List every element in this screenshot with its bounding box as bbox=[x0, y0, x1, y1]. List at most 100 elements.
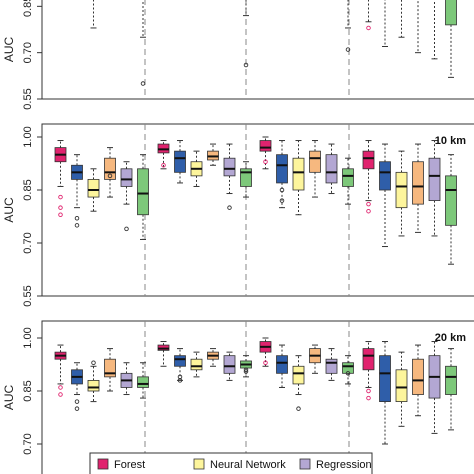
y-tick-label: 1.00 bbox=[22, 327, 34, 348]
panel-frame bbox=[41, 123, 474, 297]
box-plot bbox=[137, 154, 149, 240]
box-plot bbox=[428, 341, 441, 434]
box-plot bbox=[104, 348, 116, 392]
box-body bbox=[362, 348, 375, 371]
panel-2: 0.55 0.70 0.85 1.00 AUC 10 km bbox=[2, 123, 474, 307]
box-plot bbox=[259, 337, 272, 367]
y-axis-title: AUC bbox=[2, 385, 16, 411]
box-body bbox=[87, 178, 100, 198]
outlier-point bbox=[296, 406, 301, 411]
box-body bbox=[428, 157, 441, 201]
box-body bbox=[174, 355, 186, 367]
box-body bbox=[379, 161, 391, 191]
box-plot bbox=[120, 161, 133, 232]
box-plot bbox=[395, 351, 408, 427]
box-plot bbox=[325, 348, 338, 381]
y-tick-label: 0.70 bbox=[22, 232, 34, 253]
panel-label: 10 km bbox=[435, 135, 466, 147]
box-plot bbox=[379, 143, 391, 248]
box-plot bbox=[157, 140, 170, 170]
box-plot bbox=[276, 344, 288, 388]
box-body bbox=[223, 355, 236, 374]
box-body bbox=[342, 168, 354, 187]
outlier-point bbox=[345, 371, 351, 376]
box-body bbox=[325, 358, 338, 374]
outlier-point bbox=[74, 406, 80, 411]
box-body bbox=[259, 140, 272, 152]
panel-label: 20 km bbox=[435, 332, 466, 344]
box-plot bbox=[90, 0, 97, 29]
legend-label: Regression bbox=[316, 459, 372, 471]
box-plot bbox=[445, 0, 457, 78]
outlier-point bbox=[58, 194, 63, 200]
y-tick-label: 0.85 bbox=[22, 380, 34, 401]
y-tick-label: 1.00 bbox=[22, 126, 34, 147]
box-body bbox=[276, 355, 288, 374]
box-body bbox=[120, 168, 133, 187]
outlier-point bbox=[140, 81, 146, 86]
box-body bbox=[174, 150, 186, 173]
outlier-point bbox=[177, 378, 183, 383]
legend-swatch bbox=[299, 458, 311, 470]
box-plot bbox=[445, 154, 457, 265]
legend-swatch bbox=[193, 458, 205, 470]
panel-frame bbox=[41, 0, 474, 100]
panel-3: 0.70 0.85 1.00 AUC 20 km bbox=[2, 320, 474, 474]
y-tick-label: 0.55 bbox=[22, 285, 34, 306]
box-plot bbox=[137, 362, 149, 399]
legend-swatch bbox=[97, 458, 109, 470]
box-plot bbox=[71, 154, 83, 228]
box-body bbox=[137, 168, 149, 216]
outlier-point bbox=[58, 392, 63, 397]
box-plot bbox=[415, 0, 421, 54]
box-plot bbox=[345, 0, 351, 52]
y-axis-title: AUC bbox=[2, 197, 16, 223]
box-plot bbox=[207, 143, 219, 166]
box-plot bbox=[120, 362, 133, 396]
box-plot bbox=[395, 150, 408, 237]
outlier-point bbox=[58, 212, 63, 217]
outlier-point bbox=[366, 208, 371, 214]
box-body bbox=[104, 358, 116, 378]
box-body bbox=[342, 362, 354, 374]
box-plot bbox=[292, 140, 305, 216]
box-plot bbox=[412, 143, 424, 233]
legend-label: Forest bbox=[114, 459, 145, 471]
y-tick-label: 0.85 bbox=[22, 179, 34, 200]
box-plot bbox=[292, 355, 305, 411]
outlier-point bbox=[366, 201, 371, 207]
y-tick-label: 0.55 bbox=[22, 88, 34, 109]
box-plot bbox=[259, 136, 272, 170]
box-body bbox=[292, 157, 305, 191]
y-axis-title: AUC bbox=[2, 37, 16, 63]
box-plot bbox=[431, 0, 438, 60]
legend-label: Neural Network bbox=[210, 459, 286, 471]
box-plot bbox=[240, 355, 252, 378]
box-plot bbox=[174, 348, 186, 383]
y-tick-label: 0.70 bbox=[22, 42, 34, 63]
outlier-point bbox=[74, 223, 80, 228]
box-plot bbox=[412, 344, 424, 417]
box-body bbox=[87, 379, 100, 392]
box-body bbox=[309, 150, 321, 173]
outlier-point bbox=[74, 399, 80, 404]
y-tick-label: 0.85 bbox=[22, 0, 34, 17]
box-body bbox=[190, 358, 203, 371]
outlier-point bbox=[279, 198, 285, 203]
outlier-point bbox=[58, 205, 63, 210]
outlier-point bbox=[263, 360, 268, 365]
box-body bbox=[223, 157, 236, 177]
box-plot bbox=[223, 143, 236, 210]
outlier-point bbox=[74, 216, 80, 221]
box-plot bbox=[362, 140, 375, 214]
outlier-point bbox=[263, 159, 268, 164]
box-plot bbox=[71, 362, 83, 411]
outlier-point bbox=[227, 205, 232, 210]
box-plot bbox=[157, 341, 170, 367]
y-tick-label: 0.70 bbox=[22, 433, 34, 454]
box-plot bbox=[365, 0, 372, 31]
box-plot bbox=[223, 351, 236, 381]
box-body bbox=[445, 365, 457, 395]
outlier-point bbox=[366, 395, 371, 401]
